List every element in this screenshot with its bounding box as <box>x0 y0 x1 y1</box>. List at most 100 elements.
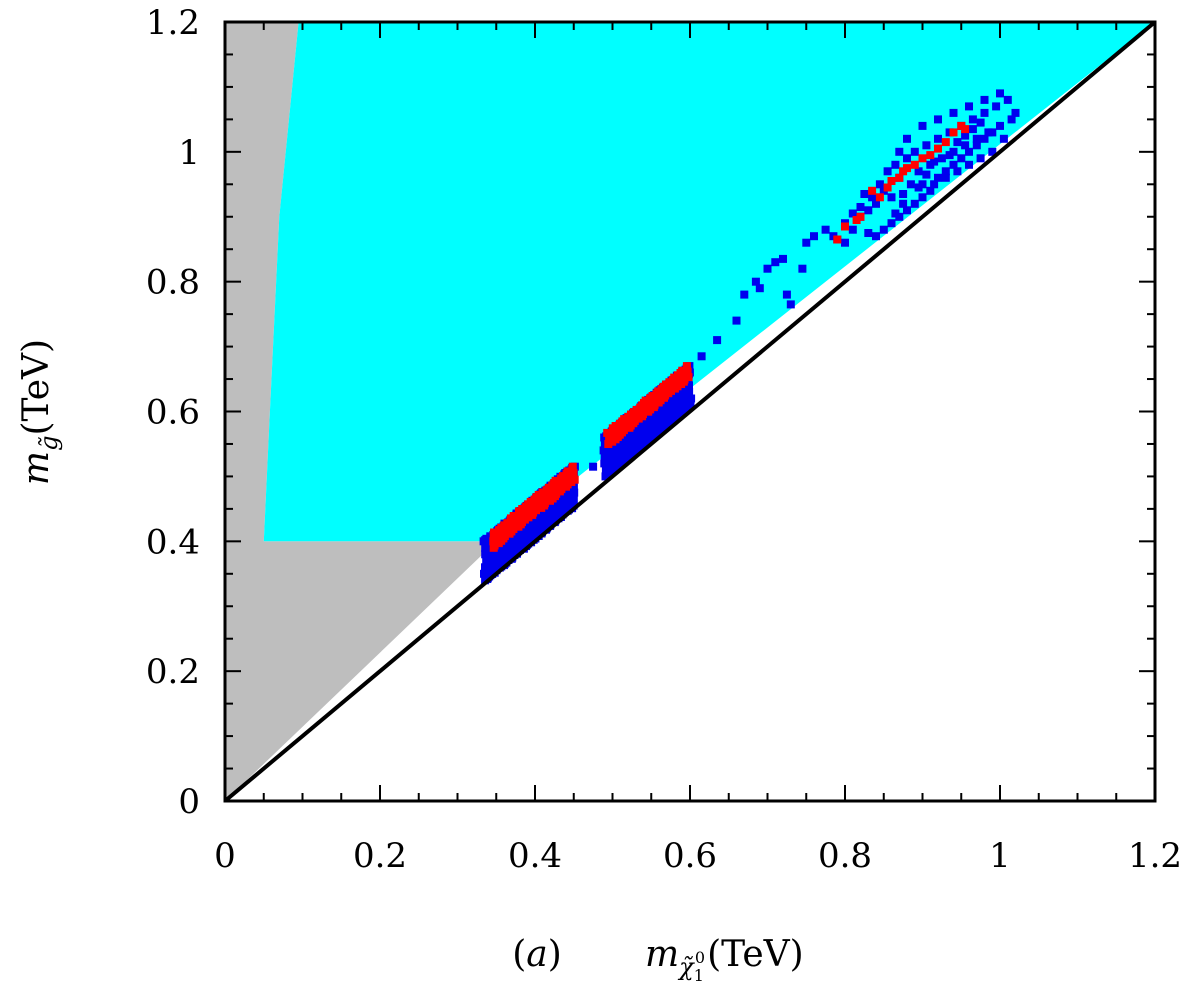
blue-point <box>687 394 696 403</box>
red-point <box>639 410 647 418</box>
blue-point <box>860 190 869 198</box>
blue-point <box>1003 95 1012 104</box>
red-point <box>507 520 516 529</box>
red-point <box>557 485 566 494</box>
red-point <box>949 128 958 137</box>
red-point <box>684 373 693 382</box>
blue-point <box>934 115 942 124</box>
blue-point <box>934 134 942 143</box>
red-point <box>500 532 509 541</box>
red-point <box>534 497 543 506</box>
blue-point <box>937 154 946 163</box>
blue-point <box>980 108 989 117</box>
blue-point <box>949 108 958 117</box>
red-point <box>540 499 549 508</box>
blue-point <box>782 290 791 299</box>
blue-point <box>569 501 578 510</box>
red-point <box>509 512 518 520</box>
y-tick-label: 0.6 <box>146 393 200 433</box>
blue-point <box>864 206 873 215</box>
y-tick-label: 1.2 <box>146 3 200 43</box>
y-tick-label: 0.2 <box>146 652 200 692</box>
blue-point <box>883 167 892 176</box>
blue-point <box>503 543 512 552</box>
blue-point <box>953 138 962 147</box>
red-point <box>490 541 499 550</box>
blue-point <box>895 147 904 156</box>
blue-point <box>685 388 694 396</box>
blue-point <box>887 193 896 202</box>
blue-point <box>732 316 741 325</box>
blue-point <box>996 121 1004 130</box>
blue-point <box>786 300 795 309</box>
blue-point <box>953 167 962 176</box>
blue-point <box>608 452 617 461</box>
x-tick-label: 1 <box>989 836 1011 876</box>
blue-point <box>697 352 706 361</box>
red-point <box>868 186 877 195</box>
red-point <box>496 530 504 539</box>
red-point <box>918 154 927 163</box>
red-point <box>490 535 499 543</box>
blue-point <box>763 264 772 273</box>
blue-point <box>545 507 554 516</box>
red-point <box>883 183 892 192</box>
red-point <box>875 193 884 202</box>
blue-point <box>868 193 877 202</box>
red-point <box>887 177 896 185</box>
blue-point <box>972 134 981 143</box>
blue-point <box>961 131 970 140</box>
red-point <box>509 525 518 533</box>
blue-point <box>569 495 578 504</box>
red-point <box>961 125 970 134</box>
blue-point <box>899 199 908 208</box>
red-point <box>644 399 653 408</box>
blue-point <box>810 232 818 241</box>
blue-point <box>976 118 985 127</box>
blue-point <box>771 258 780 267</box>
blue-point <box>569 482 578 491</box>
blue-point <box>879 225 888 234</box>
blue-point <box>968 115 977 124</box>
red-point <box>910 160 919 169</box>
blue-point <box>965 147 973 156</box>
blue-point <box>875 180 884 189</box>
blue-point <box>685 381 693 390</box>
blue-point <box>755 284 764 293</box>
blue-point <box>996 89 1004 98</box>
x-axis-label: mχ̃10(TeV) <box>645 934 804 985</box>
panel-label: (a) <box>512 934 562 975</box>
red-point <box>895 173 904 182</box>
red-point <box>934 144 942 153</box>
blue-point <box>992 102 1001 111</box>
red-point <box>650 400 659 409</box>
blue-point <box>903 154 911 163</box>
red-point <box>903 164 911 173</box>
blue-point <box>926 186 935 195</box>
blue-point <box>779 254 787 263</box>
red-point <box>490 528 499 537</box>
blue-point <box>802 238 811 247</box>
blue-point <box>872 199 880 208</box>
blue-point <box>914 183 923 192</box>
y-axis-label: mg̃(TeV) <box>16 339 63 485</box>
x-tick-label: 0.4 <box>508 836 562 876</box>
blue-point <box>1007 115 1016 124</box>
blue-point <box>686 401 695 409</box>
blue-point <box>910 147 919 156</box>
blue-point <box>589 462 598 471</box>
blue-point <box>891 160 900 169</box>
y-tick-label: 0.4 <box>146 522 200 562</box>
blue-point <box>965 160 973 169</box>
blue-point <box>841 238 849 247</box>
red-point <box>563 467 572 476</box>
blue-point <box>635 429 644 438</box>
x-tick-label: 0.2 <box>353 836 407 876</box>
x-tick-label: 0 <box>214 836 236 876</box>
red-point <box>532 506 540 515</box>
scatter-points <box>479 89 1020 585</box>
red-point <box>683 367 692 376</box>
blue-point <box>922 170 931 179</box>
y-tick-label: 0 <box>178 782 200 822</box>
blue-point <box>899 190 908 198</box>
